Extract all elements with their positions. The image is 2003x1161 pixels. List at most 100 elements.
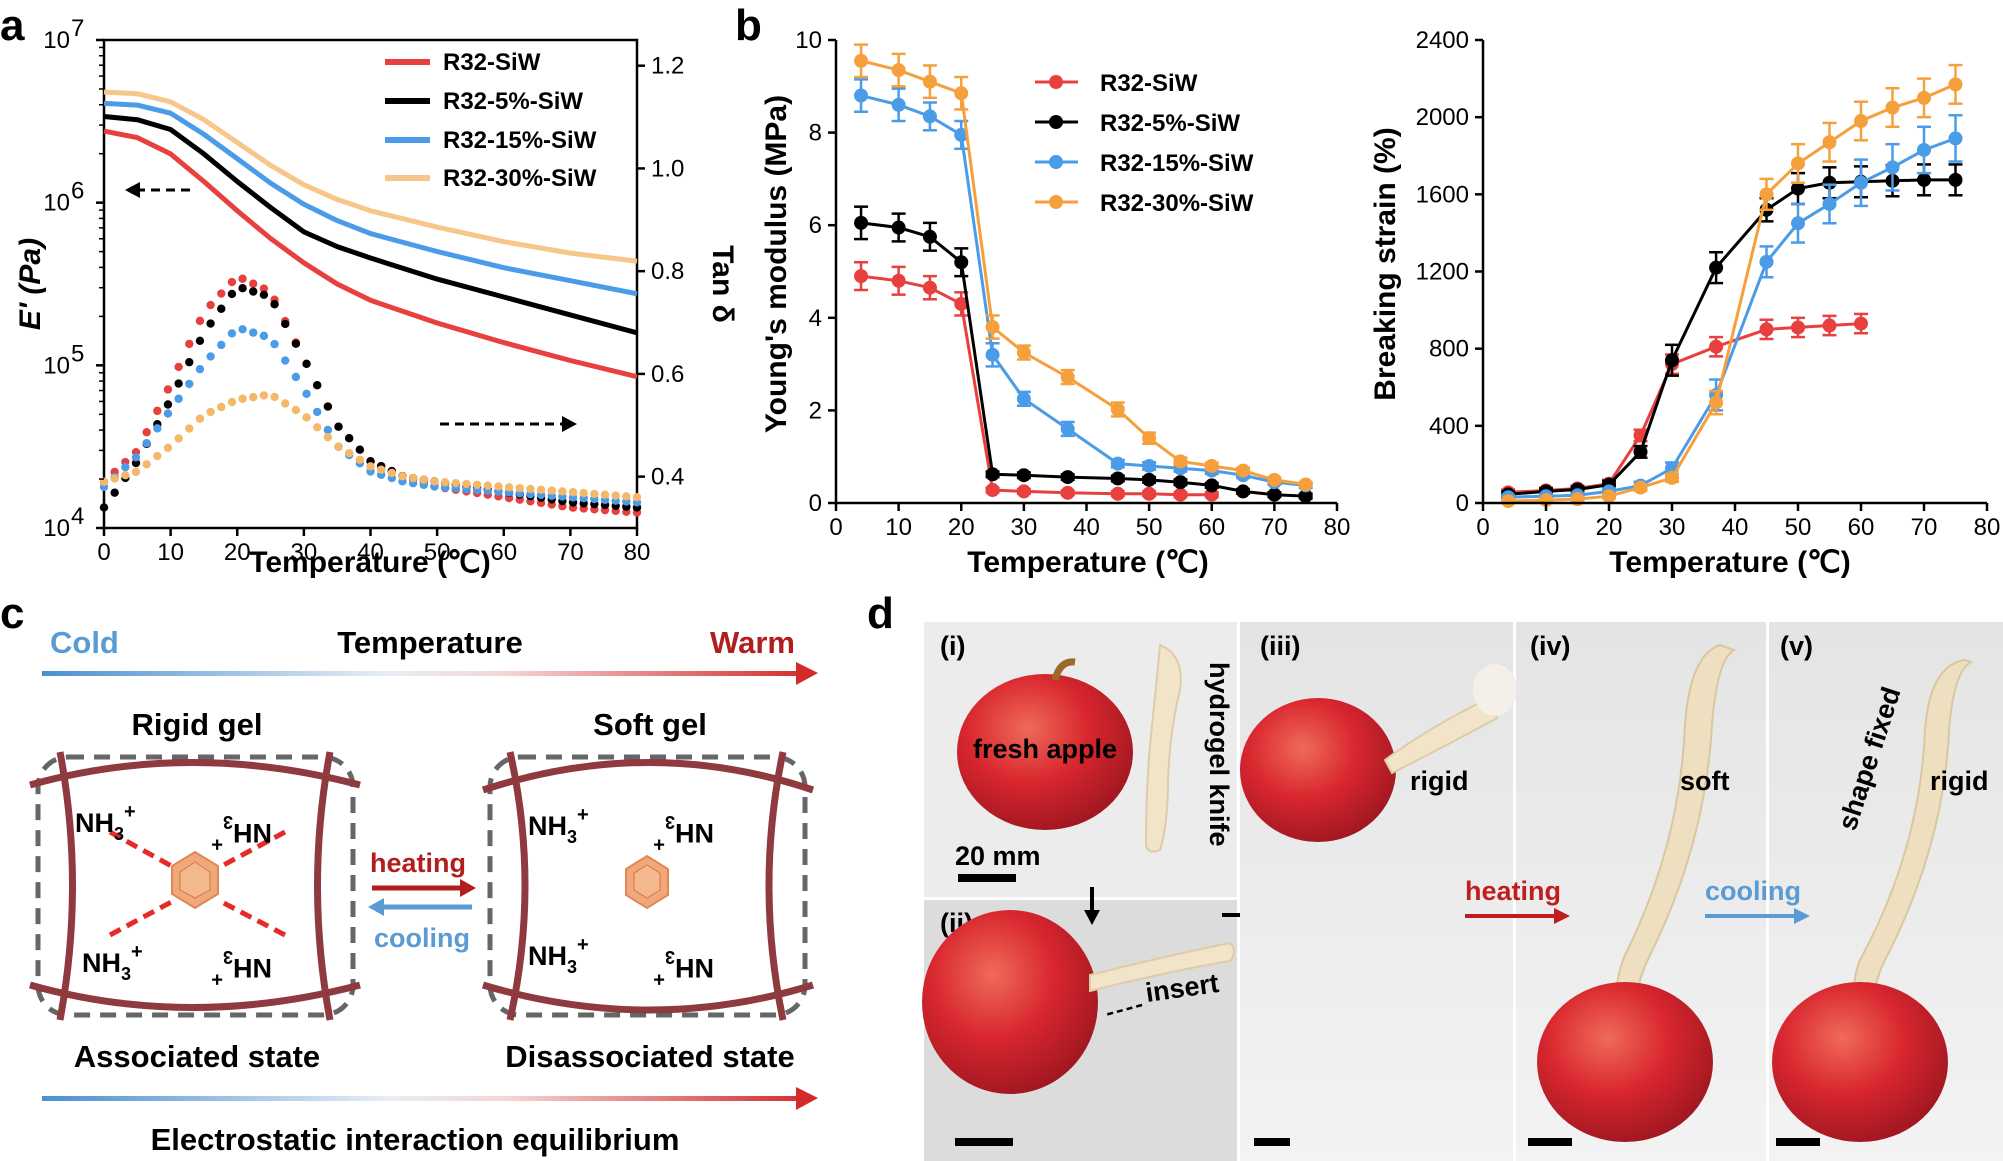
nh3-label: NH3+	[75, 801, 136, 844]
x-tick-label: 50	[1136, 514, 1163, 541]
x-tick-label: 80	[1324, 514, 1351, 541]
tan-delta-point	[185, 424, 194, 433]
tan-delta-point	[163, 385, 173, 394]
data-point	[1060, 485, 1075, 500]
cooling-arrow-d	[1794, 908, 1810, 924]
data-point	[985, 347, 1000, 362]
data-point	[1602, 489, 1616, 504]
label-soft: soft	[1680, 766, 1730, 796]
data-point	[1633, 480, 1648, 495]
tan-delta-point	[249, 279, 258, 288]
nh3-label: NH3+	[82, 941, 143, 984]
x-tick-label: 30	[1659, 514, 1686, 541]
scale-bar-i	[958, 874, 1016, 882]
tan-delta-point	[355, 455, 365, 464]
data-point	[1110, 402, 1125, 417]
tan-delta-point	[281, 356, 290, 365]
y-tick-label: 2400	[1416, 27, 1469, 54]
label-fresh-apple: fresh apple	[973, 734, 1117, 764]
legend-label-r32-15: R32-15%-SiW	[443, 127, 597, 154]
tan-delta-point	[163, 409, 173, 418]
tan-delta-point	[195, 364, 205, 374]
x-tick-label: 60	[1848, 514, 1875, 541]
tan-delta-point	[142, 460, 151, 469]
photo-v: (v) shape fixed rigid	[1769, 622, 2003, 1161]
data-point	[954, 86, 969, 101]
y2-tick-label: 1.0	[651, 155, 684, 182]
data-point	[1917, 142, 1931, 157]
legend-marker	[1049, 115, 1063, 129]
data-point	[1885, 160, 1900, 175]
tan-delta-point	[536, 485, 546, 494]
data-point	[1822, 175, 1837, 190]
photo-iii: (iii) rigid	[1240, 622, 1517, 1161]
chart-a-xlabel: Temperature (℃)	[249, 546, 491, 579]
tan-delta-point	[408, 473, 418, 483]
tan-delta-point	[195, 316, 205, 326]
tan-delta-point	[430, 477, 439, 486]
tan-delta-point	[249, 392, 258, 402]
tan-delta-point	[238, 325, 247, 334]
y-tick-label: 10	[43, 190, 70, 217]
modulus-line-3	[103, 89, 638, 264]
photo-i-label: (i)	[940, 631, 965, 661]
tan-delta-point	[270, 339, 279, 349]
tan-delta-point	[558, 487, 567, 496]
x-tick-label: 0	[1476, 514, 1489, 541]
data-point	[1267, 472, 1282, 487]
rigid-knife-image	[1383, 698, 1499, 775]
tan-delta-point	[302, 359, 311, 369]
data-point	[954, 255, 969, 270]
photo-iv-label: (iv)	[1530, 631, 1571, 661]
nh3-label: NH3+	[653, 812, 714, 855]
label-hydrogel-knife: hydrogel knife	[1204, 662, 1234, 847]
chart-a-ylabel2: Tan δ	[706, 245, 739, 323]
down-arrow	[1084, 910, 1100, 925]
tan-delta-point	[163, 400, 173, 409]
tan-delta-point	[217, 340, 226, 350]
x-tick-label: 0	[829, 514, 842, 541]
x-tick-label: 70	[1911, 514, 1938, 541]
tan-delta-point	[121, 470, 130, 480]
chart-b1-xlabel: Temperature (℃)	[967, 546, 1209, 579]
tan-delta-point	[131, 467, 141, 477]
tan-delta-point	[344, 434, 354, 443]
tan-delta-point	[227, 397, 237, 407]
data-point	[891, 273, 906, 288]
data-point	[1665, 470, 1679, 485]
y-tick-exponent: 6	[71, 178, 84, 205]
tan-delta-point	[227, 289, 237, 299]
tan-delta-point	[227, 329, 237, 338]
legend-label-r32: R32-SiW	[443, 49, 541, 76]
tan-delta-point	[334, 442, 343, 451]
tan-delta-point	[110, 488, 119, 497]
x-tick-label: 10	[1533, 514, 1560, 541]
data-point	[922, 74, 937, 89]
data-point	[854, 215, 869, 230]
legend-marker	[1049, 155, 1063, 169]
photo-iv: (iv) soft	[1516, 622, 1766, 1161]
data-point	[1709, 339, 1724, 354]
soft-gel-network: NH3+ NH3+ NH3 + NH3 +	[481, 751, 815, 1021]
data-point	[1791, 156, 1805, 171]
data-point	[1822, 318, 1837, 333]
data-point	[1142, 458, 1157, 473]
tan-delta-point	[302, 389, 311, 399]
data-point	[1110, 456, 1125, 471]
x-tick-label: 10	[157, 539, 184, 566]
tan-delta-point	[238, 274, 247, 283]
label-warm: Warm	[710, 625, 795, 660]
tan-delta-point	[483, 481, 492, 490]
tan-delta-point	[238, 394, 247, 403]
label-disassociated-state: Disassociated state	[505, 1039, 794, 1074]
data-point	[1791, 216, 1805, 231]
tan-delta-point	[174, 434, 183, 443]
tan-delta-point	[99, 503, 109, 512]
tan-delta-point	[153, 406, 162, 416]
data-point	[1204, 458, 1219, 473]
data-point	[1016, 484, 1031, 499]
tan-delta-point	[238, 284, 247, 293]
tan-delta-point	[270, 392, 279, 402]
tan-delta-point	[504, 483, 514, 492]
y-tick-label: 10	[43, 27, 70, 54]
